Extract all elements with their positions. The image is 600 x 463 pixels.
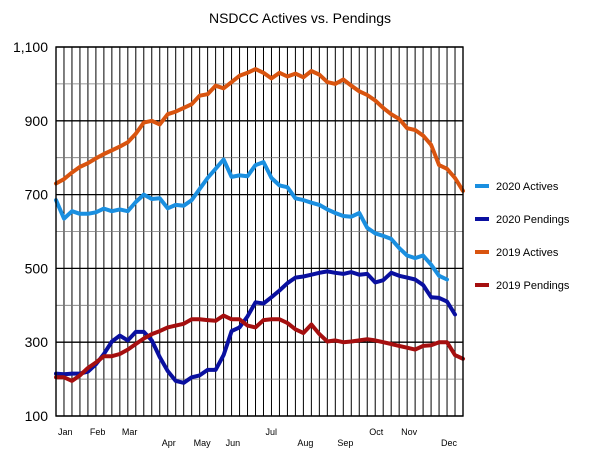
x-month-label: Sep bbox=[337, 438, 353, 448]
x-month-label: Feb bbox=[90, 427, 106, 437]
x-month-label: Jun bbox=[226, 438, 241, 448]
y-tick-label: 900 bbox=[25, 113, 49, 129]
x-month-label: Dec bbox=[441, 438, 458, 448]
x-month-label: Aug bbox=[297, 438, 313, 448]
series-line bbox=[54, 313, 465, 383]
y-axis-ticks: 100 300 500 700 900 1,100 bbox=[13, 39, 48, 424]
chart-title: NSDCC Actives vs. Pendings bbox=[209, 10, 391, 26]
legend-label: 2020 Actives bbox=[496, 181, 559, 193]
x-month-label: Jan bbox=[58, 427, 73, 437]
x-month-label: May bbox=[194, 438, 212, 448]
y-tick-label: 700 bbox=[25, 187, 49, 203]
legend-label: 2019 Pendings bbox=[496, 280, 570, 292]
series-lines bbox=[54, 67, 465, 385]
series-line bbox=[54, 67, 465, 193]
x-month-label: Nov bbox=[401, 427, 418, 437]
x-axis-month-labels: Jan Feb Mar Apr May Jun Jul Aug Sep Oct Nov Dec bbox=[58, 427, 458, 448]
y-tick-label: 1,100 bbox=[13, 39, 48, 55]
legend: 2020 Actives 2020 Pendings 2019 Actives 201… bbox=[475, 181, 570, 292]
plot-frame bbox=[55, 46, 464, 417]
series-line bbox=[54, 157, 449, 282]
x-month-label: Apr bbox=[162, 438, 176, 448]
x-month-label: Mar bbox=[122, 427, 138, 437]
series-line bbox=[54, 269, 457, 385]
x-month-label: Oct bbox=[369, 427, 384, 437]
y-tick-label: 100 bbox=[25, 408, 49, 424]
legend-label: 2020 Pendings bbox=[496, 214, 570, 226]
x-month-label: Jul bbox=[265, 427, 277, 437]
grid bbox=[55, 46, 464, 417]
y-tick-label: 300 bbox=[25, 334, 49, 350]
y-tick-label: 500 bbox=[25, 260, 49, 276]
legend-label: 2019 Actives bbox=[496, 247, 559, 259]
